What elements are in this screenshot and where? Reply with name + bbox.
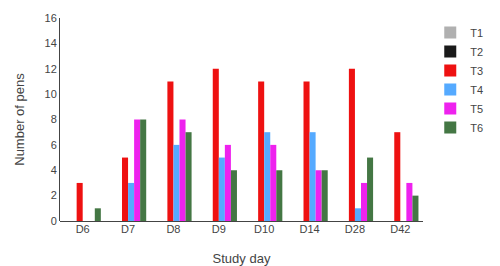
svg-text:0: 0 xyxy=(51,215,57,227)
svg-text:D7: D7 xyxy=(121,223,135,235)
svg-text:10: 10 xyxy=(45,88,57,100)
svg-text:T6: T6 xyxy=(470,122,483,134)
svg-text:2: 2 xyxy=(51,189,57,201)
svg-text:16: 16 xyxy=(45,12,57,24)
svg-text:D28: D28 xyxy=(345,223,365,235)
svg-text:14: 14 xyxy=(45,37,57,49)
svg-text:12: 12 xyxy=(45,63,57,75)
svg-text:T4: T4 xyxy=(470,84,483,96)
svg-text:Study day: Study day xyxy=(213,251,271,266)
svg-text:D42: D42 xyxy=(390,223,410,235)
svg-text:6: 6 xyxy=(51,139,57,151)
svg-text:T5: T5 xyxy=(470,103,483,115)
svg-text:4: 4 xyxy=(51,164,57,176)
svg-text:D9: D9 xyxy=(212,223,226,235)
svg-text:D8: D8 xyxy=(166,223,180,235)
svg-text:T1: T1 xyxy=(470,27,483,39)
svg-text:D14: D14 xyxy=(299,223,319,235)
svg-text:T3: T3 xyxy=(470,65,483,77)
svg-text:Number of pens: Number of pens xyxy=(12,73,27,166)
svg-text:D6: D6 xyxy=(76,223,90,235)
svg-text:T2: T2 xyxy=(470,46,483,58)
svg-text:8: 8 xyxy=(51,113,57,125)
svg-text:D10: D10 xyxy=(254,223,274,235)
